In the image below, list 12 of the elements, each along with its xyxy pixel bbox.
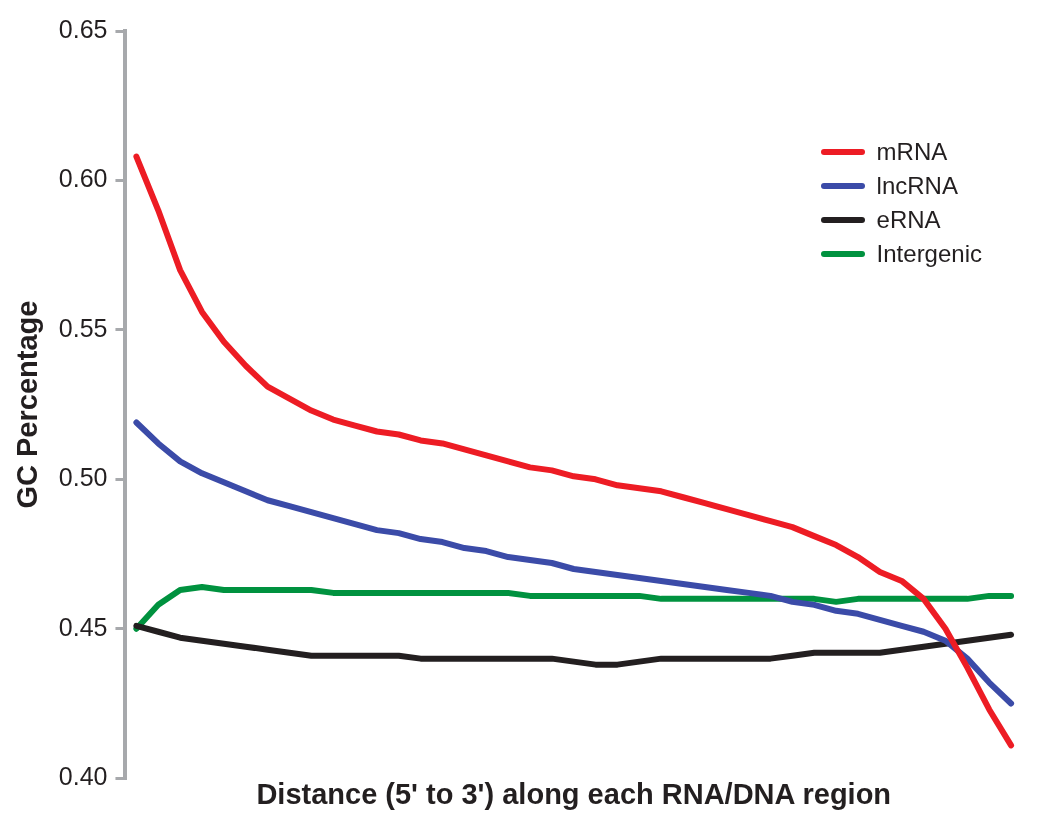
x-axis-title: Distance (5' to 3') along each RNA/DNA region bbox=[256, 777, 892, 810]
y-tick-label: 0.55 bbox=[58, 313, 108, 342]
legend-label: eRNA bbox=[876, 206, 941, 234]
y-tick-label: 0.60 bbox=[58, 164, 108, 193]
legend-label: mRNA bbox=[876, 138, 948, 166]
y-axis-title: GC Percentage bbox=[11, 300, 44, 509]
y-tick-label: 0.50 bbox=[58, 463, 108, 492]
y-tick-label: 0.65 bbox=[58, 14, 108, 43]
y-tick-label: 0.45 bbox=[58, 612, 108, 641]
y-tick-label: 0.40 bbox=[58, 762, 108, 791]
legend-label: Intergenic bbox=[876, 240, 982, 268]
legend-label: lncRNA bbox=[876, 172, 958, 200]
